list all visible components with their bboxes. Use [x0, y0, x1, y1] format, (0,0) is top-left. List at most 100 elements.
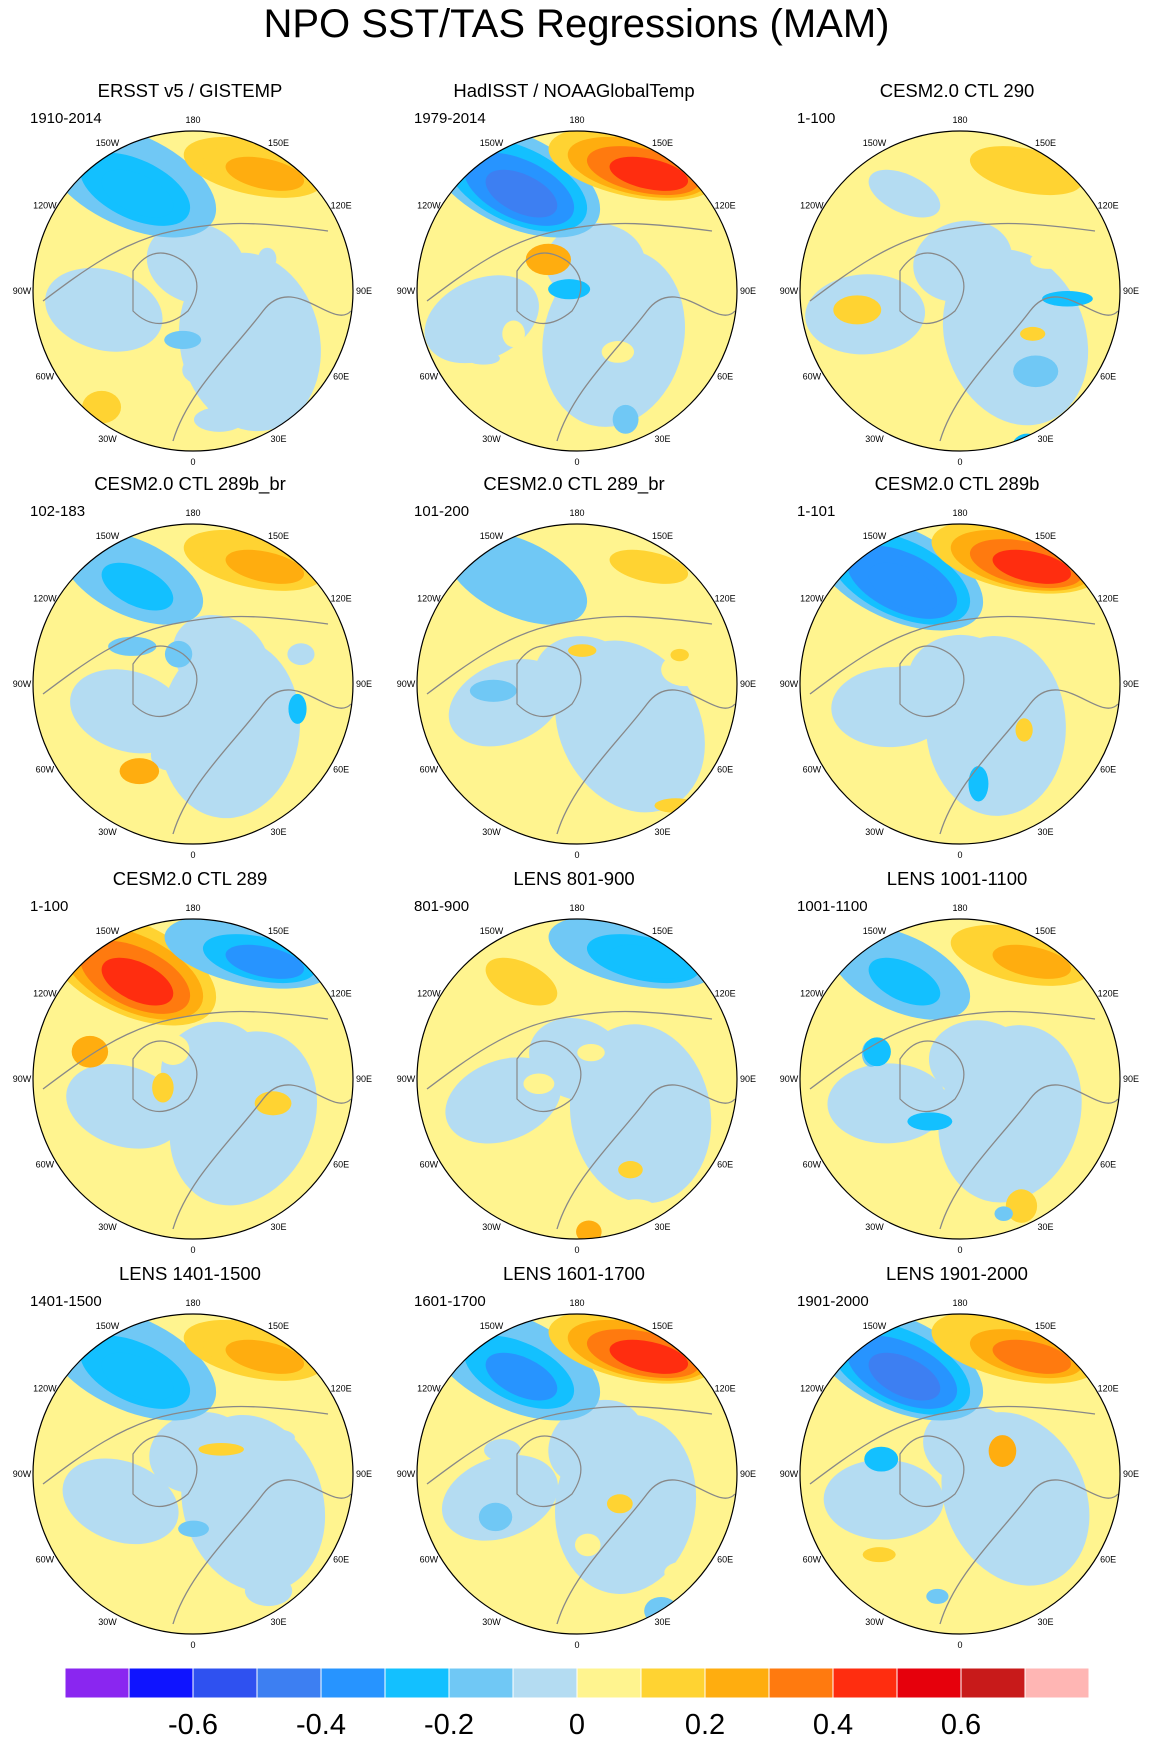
panel-years: 1001-1100	[797, 898, 868, 915]
anomaly-region	[101, 169, 174, 218]
longitude-label: 180	[185, 115, 200, 125]
anomaly-region	[609, 1339, 689, 1374]
anomaly-region	[149, 1411, 249, 1494]
longitude-label: 60W	[36, 372, 55, 382]
longitude-label: 30W	[482, 1617, 501, 1627]
longitude-label: 60W	[36, 1555, 55, 1565]
anomaly-region	[968, 765, 989, 802]
anomaly-region	[868, 562, 941, 611]
anomaly-region	[609, 156, 689, 191]
anomaly-region	[888, 665, 929, 680]
map-panel: CESM2.0 CTL 290 180 150E 120E 90E 60E 30E 0 30W 6…	[767, 80, 1147, 475]
anomaly-region	[529, 1018, 627, 1101]
map-boundary	[416, 1313, 738, 1635]
longitude-label: 0	[190, 850, 195, 860]
polar-map: 180 150E 120E 90E 60E 30E 0 30W 60W 90W 120W 150W	[397, 115, 756, 467]
longitude-label: 60W	[803, 1160, 822, 1170]
longitude-label: 30W	[482, 827, 501, 837]
anomaly-region	[908, 634, 1009, 716]
longitude-label: 120W	[417, 989, 441, 999]
longitude-label: 60W	[803, 372, 822, 382]
coastline-greenland	[516, 1435, 582, 1507]
colorbar-swatch	[384, 1667, 450, 1699]
longitude-label: 30W	[98, 1222, 117, 1232]
longitude-label: 150W	[480, 1321, 504, 1331]
longitude-label: 60E	[1100, 1160, 1116, 1170]
anomaly-region	[525, 243, 572, 276]
panel-years: 101-200	[414, 503, 470, 520]
longitude-label: 60E	[333, 765, 349, 775]
anomaly-region	[485, 957, 558, 1006]
coastline	[939, 1479, 1119, 1625]
longitude-label: 90W	[397, 679, 416, 689]
anomaly-region	[225, 156, 305, 191]
anomaly-region	[284, 1620, 302, 1634]
anomaly-region	[868, 1352, 941, 1401]
longitude-label: 150W	[480, 926, 504, 936]
anomaly-region	[913, 220, 1013, 303]
anomaly-region	[70, 669, 188, 754]
longitude-label: 90E	[740, 286, 756, 296]
longitude-label: 30E	[270, 1617, 286, 1627]
anomaly-region	[1013, 355, 1059, 388]
panel-years: 1-100	[30, 898, 69, 915]
longitude-label: 150W	[96, 138, 120, 148]
longitude-label: 0	[957, 457, 962, 467]
longitude-label: 60E	[717, 1555, 733, 1565]
longitude-label: 150E	[652, 531, 673, 541]
colorbar: -0.6 -0.4 -0.2 0 0.2 0.4 0.6	[64, 1667, 1090, 1741]
longitude-label: 60E	[717, 1160, 733, 1170]
coastline	[172, 1479, 352, 1625]
map-panel: ERSST v5 / GISTEMP 180 150E 120E 90E 60E 30E 0 3…	[0, 80, 380, 475]
anomaly-region	[992, 1339, 1072, 1374]
longitude-label: 60W	[420, 1160, 439, 1170]
longitude-label: 120E	[331, 594, 352, 604]
coastline-greenland	[516, 645, 582, 717]
colorbar-swatch	[320, 1667, 386, 1699]
anomaly-region	[225, 1339, 305, 1374]
longitude-label: 30E	[654, 434, 670, 444]
colorbar-tick-label: 0.6	[941, 1709, 981, 1741]
map-panel: LENS 1901-2000 180 150E 120E 90E 60E 30E 0 30W 60…	[767, 1263, 1147, 1658]
longitude-label: 60W	[420, 1555, 439, 1565]
coastline	[172, 296, 352, 442]
longitude-label: 90E	[356, 1074, 372, 1084]
panel-years: 801-900	[414, 898, 470, 915]
anomaly-region	[907, 1112, 953, 1131]
anomaly-region	[1005, 1189, 1038, 1223]
longitude-label: 30W	[98, 827, 117, 837]
coastline-greenland	[132, 1435, 198, 1507]
anomaly-region	[618, 1199, 655, 1216]
polar-map: 180 150E 120E 90E 60E 30E 0 30W 60W 90W 120W 150W	[397, 1298, 756, 1650]
longitude-label: 120W	[800, 989, 824, 999]
anomaly-region	[609, 549, 689, 584]
longitude-label: 120W	[417, 1384, 441, 1394]
longitude-label: 0	[190, 1640, 195, 1650]
longitude-label: 30W	[98, 1617, 117, 1627]
longitude-label: 60E	[1100, 765, 1116, 775]
coastline	[556, 689, 736, 835]
anomaly-region	[193, 407, 245, 432]
longitude-label: 60W	[36, 1160, 55, 1170]
map-panel: CESM2.0 CTL 289b_br 180 150E 120E 90E 60E 30E 0…	[0, 473, 380, 868]
map-panel: LENS 1401-1500 180 150E 120E 90E 60E 30E 0 30W 60…	[0, 1263, 380, 1658]
panel-years: 1910-2014	[30, 110, 102, 127]
longitude-label: 90W	[13, 286, 32, 296]
anomaly-region	[670, 648, 689, 662]
coastline	[42, 1010, 329, 1090]
map-boundary	[799, 1313, 1121, 1635]
coastline	[172, 1084, 352, 1230]
panel-title: HadISST / NOAAGlobalTemp	[453, 80, 695, 101]
map-boundary	[32, 918, 354, 1240]
anomaly-region	[534, 636, 635, 717]
anomaly-region	[82, 390, 122, 424]
longitude-label: 60E	[1100, 372, 1116, 382]
anomaly-region	[548, 279, 591, 300]
longitude-label: 150W	[96, 1321, 120, 1331]
anomaly-region	[609, 944, 689, 979]
anomaly-region	[574, 713, 626, 744]
colorbar-swatch	[192, 1667, 258, 1699]
longitude-label: 120W	[417, 201, 441, 211]
anomaly-region	[108, 636, 157, 656]
anomaly-region	[101, 562, 174, 611]
